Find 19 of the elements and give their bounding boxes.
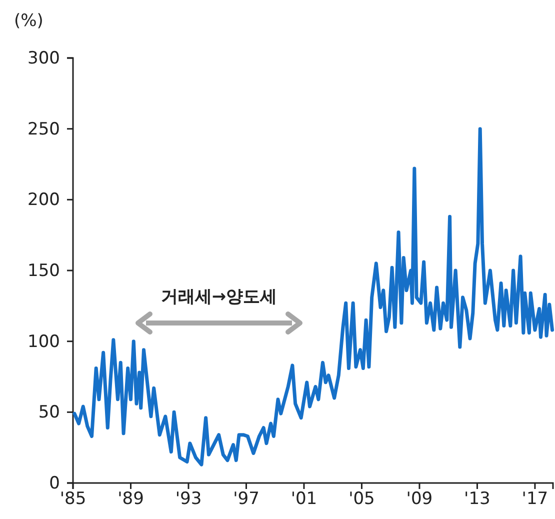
y-tick-label: 200 bbox=[28, 190, 60, 210]
x-tick-label: '93 bbox=[175, 489, 202, 510]
x-tick-label: '01 bbox=[290, 489, 318, 510]
x-tick-label: '09 bbox=[406, 489, 433, 510]
x-tick-label: '05 bbox=[348, 489, 375, 510]
y-axis-title: (%) bbox=[14, 11, 44, 31]
annotation: 거래세→양도세 bbox=[160, 287, 278, 307]
x-tick-label: '13 bbox=[464, 489, 490, 510]
x-tick-label: '97 bbox=[233, 489, 260, 510]
x-tick-label: '17 bbox=[522, 489, 548, 510]
x-tick-label: '85 bbox=[60, 489, 86, 510]
x-tick-label: '89 bbox=[118, 489, 144, 510]
y-tick-label: 50 bbox=[38, 402, 60, 423]
y-tick-label: 100 bbox=[28, 332, 60, 352]
y-tick-label: 150 bbox=[28, 260, 60, 281]
y-tick-label: 300 bbox=[28, 48, 60, 68]
line-series bbox=[72, 127, 554, 466]
y-tick-label: 250 bbox=[28, 119, 60, 140]
y-tick-label: 0 bbox=[49, 473, 60, 494]
